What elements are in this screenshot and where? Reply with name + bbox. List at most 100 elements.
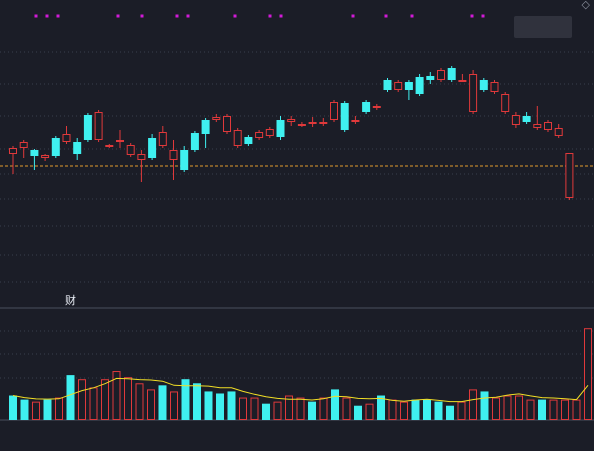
- candle-body-1: [19, 142, 28, 148]
- volume-bar-0: [9, 395, 17, 420]
- volume-bar-10: [124, 377, 132, 421]
- candle-body-11: [126, 145, 135, 155]
- volume-bar-5: [66, 375, 75, 420]
- candle-body-46: [501, 94, 510, 112]
- candle-body-41: [447, 68, 456, 80]
- volume-bar-31: [365, 403, 374, 420]
- volume-bar-37: [434, 401, 443, 420]
- event-marker-11: [384, 14, 388, 18]
- volume-bar-6: [78, 379, 86, 421]
- volume-bar-12: [147, 389, 155, 420]
- event-marker-2: [56, 14, 60, 18]
- event-marker-8: [268, 14, 272, 18]
- candle-body-47: [511, 115, 520, 125]
- candle-body-5: [62, 134, 71, 142]
- candle-body-40: [437, 70, 445, 80]
- candle-body-45: [490, 82, 499, 92]
- volume-bar-13: [158, 385, 167, 420]
- event-marker-1: [45, 14, 49, 18]
- event-marker-6: [186, 14, 190, 18]
- candle-body-50: [544, 122, 552, 130]
- volume-bar-18: [216, 393, 224, 420]
- candle-body-42: [458, 80, 467, 82]
- candle-body-44: [479, 80, 488, 90]
- volume-bar-1: [20, 399, 29, 420]
- candle-body-10: [116, 140, 124, 142]
- volume-bar-7: [89, 387, 98, 420]
- volume-bar-34: [400, 401, 408, 421]
- candle-body-21: [233, 130, 242, 146]
- volume-bar-16: [193, 383, 201, 420]
- candle-body-0: [9, 148, 17, 154]
- candle-body-20: [223, 116, 231, 132]
- volume-bar-33: [388, 399, 397, 421]
- candle-body-6: [73, 142, 82, 154]
- candle-body-49: [533, 124, 542, 128]
- candle-body-9: [105, 145, 114, 147]
- volume-bar-35: [411, 399, 420, 420]
- candle-body-23: [255, 132, 264, 138]
- volume-bar-44: [515, 395, 523, 420]
- event-marker-13: [470, 14, 474, 18]
- event-marker-14: [481, 14, 485, 18]
- candle-body-30: [330, 102, 338, 120]
- candle-body-32: [351, 120, 360, 122]
- volume-bar-21: [250, 397, 259, 420]
- candle-body-29: [319, 122, 328, 124]
- candle-body-33: [362, 102, 371, 112]
- volume-bar-40: [469, 389, 477, 420]
- volume-bar-24: [285, 395, 293, 420]
- candle-body-38: [415, 77, 424, 94]
- event-marker-9: [279, 14, 283, 18]
- event-marker-7: [233, 14, 237, 18]
- volume-bar-32: [377, 395, 385, 420]
- volume-bar-42: [492, 397, 500, 420]
- volume-bar-17: [204, 391, 213, 420]
- candle-body-7: [83, 115, 92, 140]
- candle-body-26: [287, 119, 296, 122]
- candle-body-37: [404, 82, 413, 90]
- volume-bar-48: [561, 399, 569, 421]
- volume-bar-22: [262, 403, 270, 420]
- candle-body-43: [469, 74, 478, 112]
- candle-body-51: [554, 128, 563, 136]
- volume-bar-29: [342, 397, 351, 420]
- volume-bar-49: [572, 399, 581, 421]
- volume-bar-3: [43, 399, 52, 420]
- candle-body-52: [565, 153, 574, 198]
- volume-bar-30: [354, 405, 362, 420]
- volume-bar-14: [170, 391, 178, 421]
- volume-bar-2: [32, 401, 40, 421]
- event-marker-12: [410, 14, 414, 18]
- volume-bar-8: [101, 379, 109, 421]
- volume-bar-39: [457, 401, 466, 421]
- volume-bar-36: [423, 399, 431, 420]
- volume-bar-9: [112, 371, 121, 421]
- volume-moving-average-line: [12, 377, 589, 403]
- event-marker-5: [175, 14, 179, 18]
- candle-body-17: [190, 133, 199, 150]
- volume-bar-25: [296, 397, 305, 420]
- volume-bar-45: [526, 399, 535, 421]
- candle-body-35: [383, 80, 392, 90]
- candle-body-4: [51, 138, 60, 156]
- candle-body-14: [158, 132, 167, 146]
- volume-bar-46: [538, 399, 546, 420]
- candle-body-13: [148, 138, 157, 158]
- event-marker-0: [34, 14, 38, 18]
- volume-bar-23: [273, 401, 282, 421]
- candle-body-48: [522, 116, 531, 122]
- volume-bar-20: [239, 397, 247, 420]
- candle-body-2: [30, 150, 39, 156]
- candle-body-12: [137, 154, 146, 160]
- candle-body-24: [265, 129, 274, 136]
- finance-marker-label: 财: [65, 294, 76, 307]
- candle-body-39: [426, 76, 435, 80]
- volume-bar-26: [308, 401, 316, 420]
- diamond-outline-icon[interactable]: ◇: [581, 0, 590, 11]
- candle-body-28: [308, 122, 317, 124]
- candle-body-19: [212, 117, 221, 120]
- candle-body-31: [340, 103, 349, 130]
